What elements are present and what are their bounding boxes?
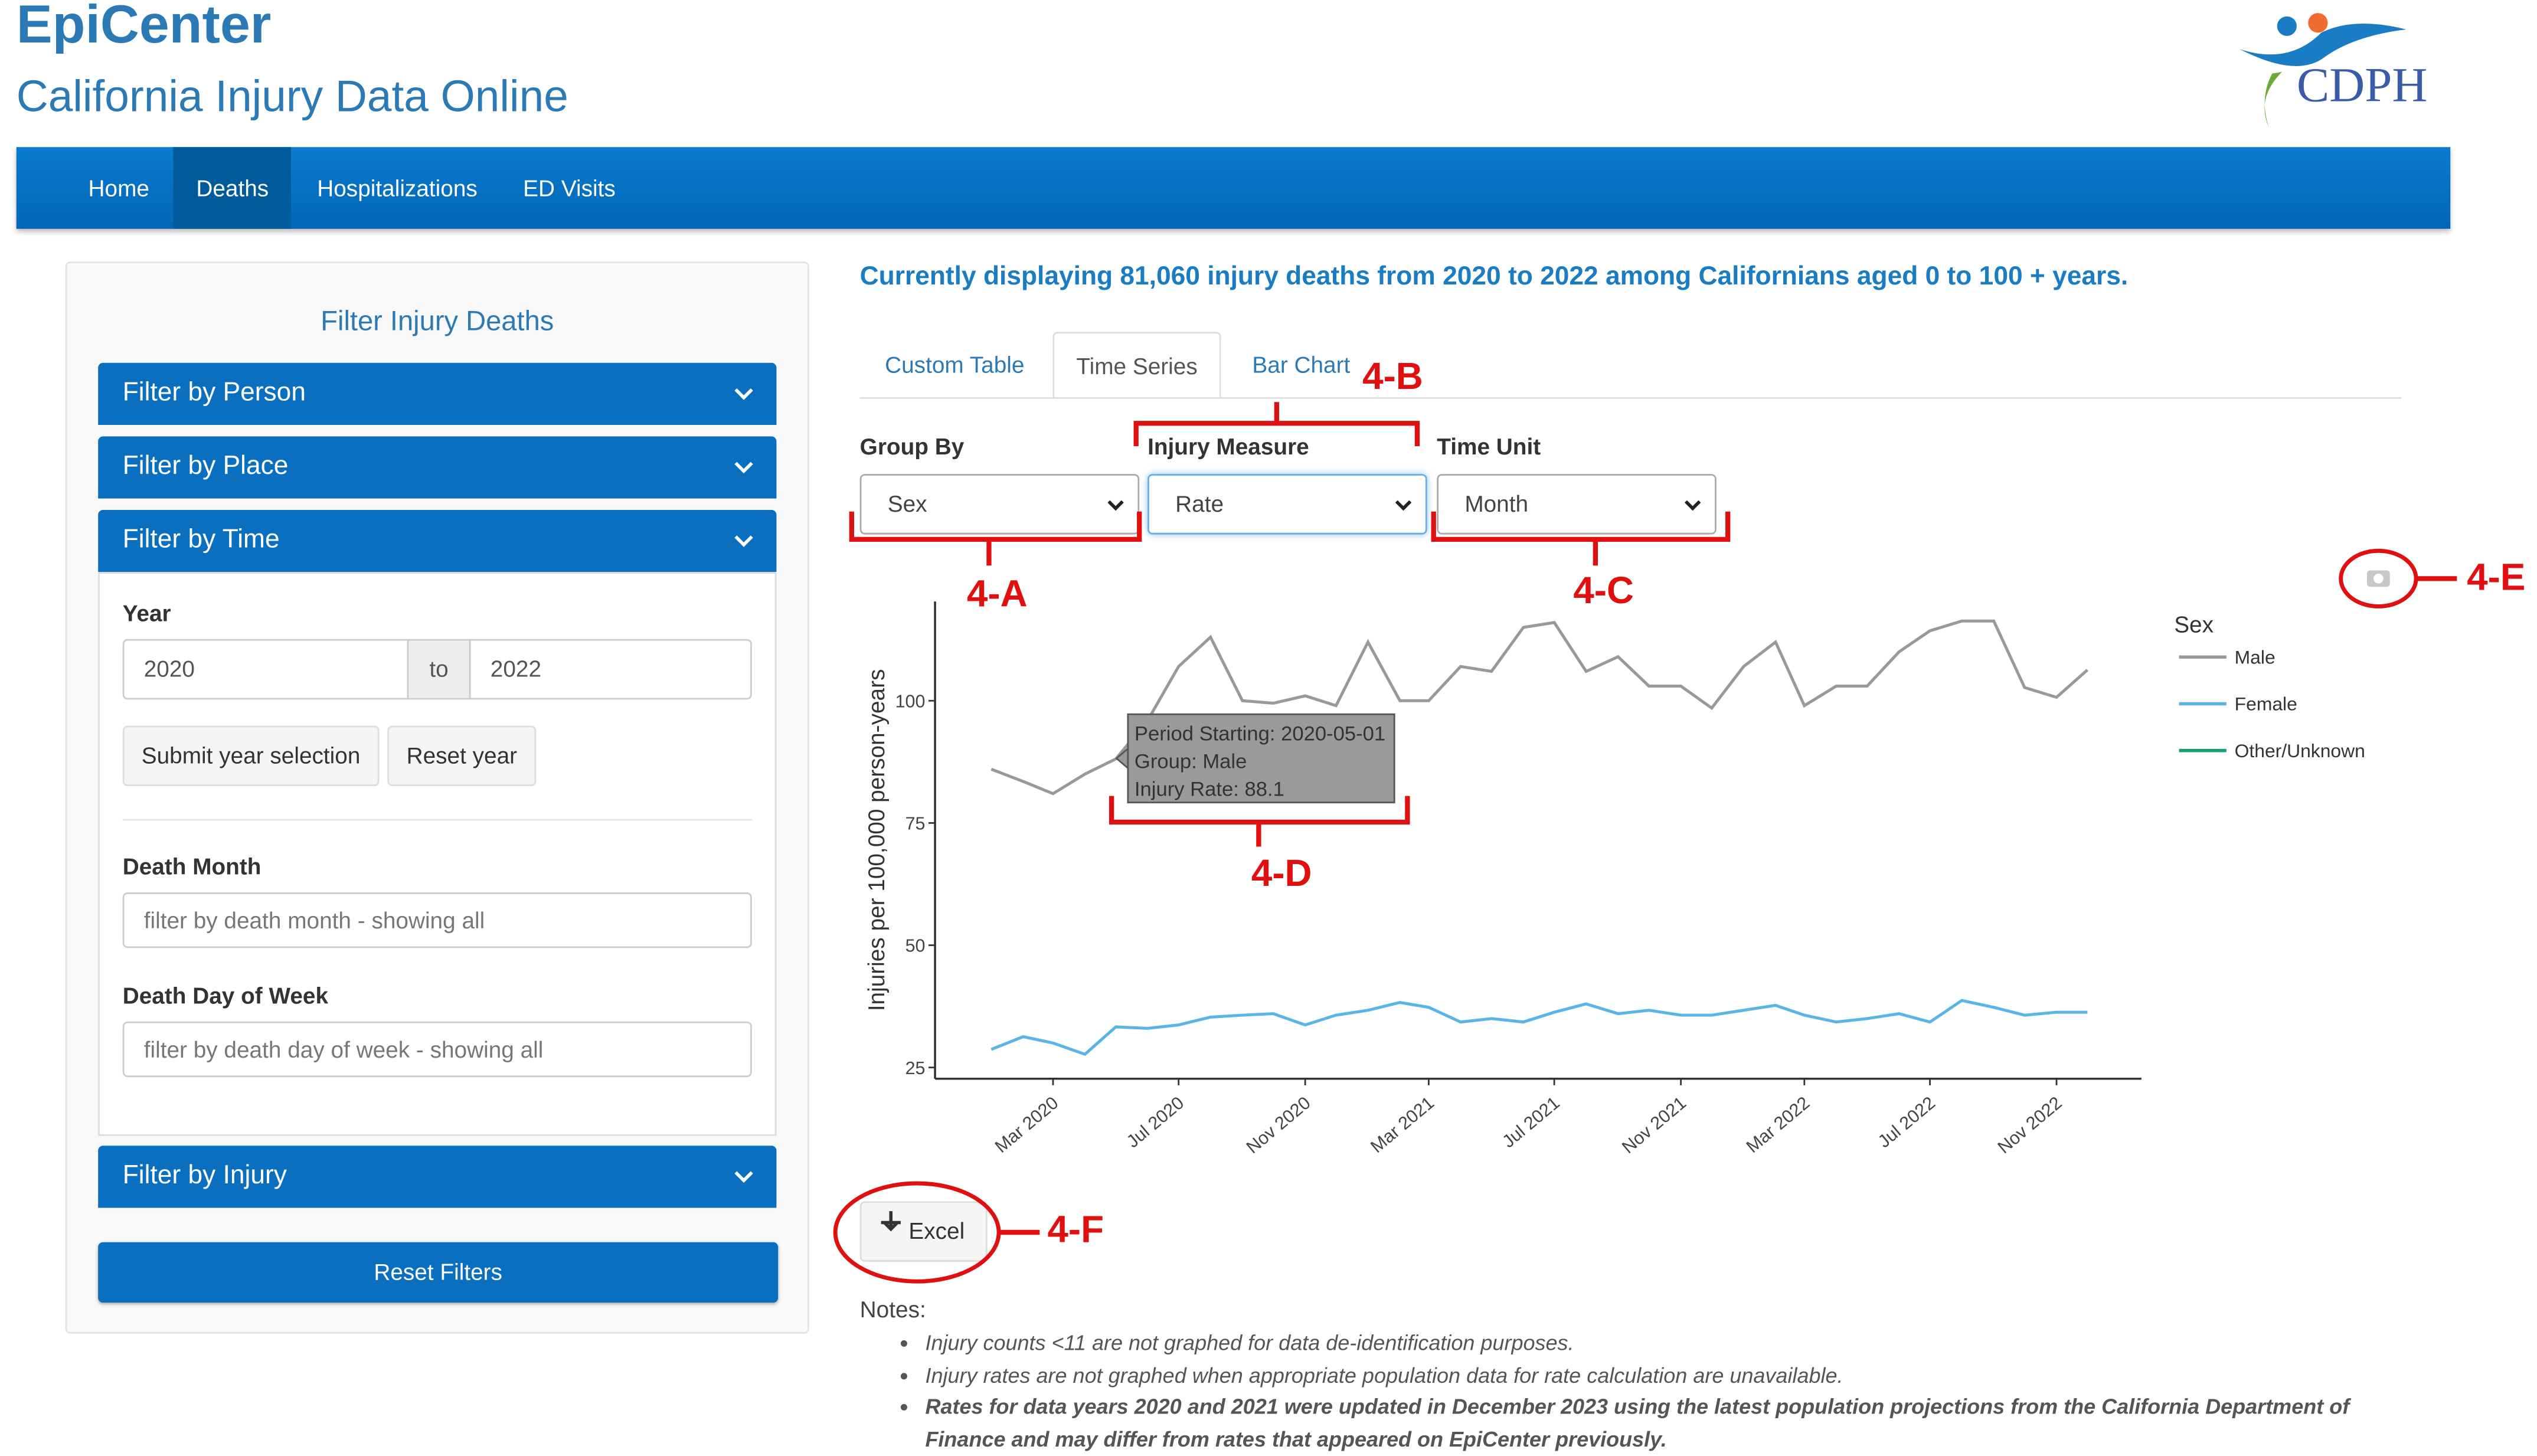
nav-link[interactable]: Home: [88, 175, 150, 201]
logo: CDPH: [2239, 13, 2428, 128]
summary: Currently displaying 81,060 injury death…: [859, 263, 2129, 291]
x-tick-label: Nov 2021: [1618, 1092, 1690, 1157]
x-tick-label: Mar 2022: [1742, 1092, 1813, 1157]
y-tick-label: 50: [905, 936, 926, 956]
filter-panel[interactable]: Filter by Injury: [98, 1146, 777, 1208]
dow-label: Death Day of Week: [122, 982, 329, 1009]
nav-link[interactable]: ED Visits: [523, 175, 616, 201]
logo-dot: [2277, 16, 2297, 36]
divider: [122, 819, 752, 821]
year-sep: to: [407, 639, 471, 700]
nav-link[interactable]: Deaths: [173, 147, 292, 229]
month-label: Death Month: [122, 853, 261, 879]
logo-text: CDPH: [2297, 58, 2428, 112]
callout-label: 4-D: [1251, 852, 1312, 894]
logo-dot: [2308, 13, 2328, 33]
download-icon: [881, 1211, 901, 1232]
app-subtitle: California Injury Data Online: [16, 71, 568, 121]
nav-bar: Home Deaths Hospitalizations ED Visits: [16, 147, 2451, 229]
sidebar-title: Filter Injury Deaths: [321, 305, 554, 337]
tooltip: Period Starting: 2020-05-01 Group: Male …: [1115, 713, 1395, 804]
note: Injury counts <11 are not graphed for da…: [925, 1327, 2363, 1360]
x-tick-label: Jul 2021: [1499, 1092, 1564, 1151]
callout-label: 4-C: [1573, 570, 1634, 611]
year-from[interactable]: 2020: [122, 639, 409, 700]
excel-button[interactable]: Excel: [859, 1201, 988, 1262]
reset-filters-button[interactable]: Reset Filters: [98, 1242, 779, 1303]
legend-label: Male: [2235, 646, 2276, 668]
tab[interactable]: Custom Table: [885, 351, 1025, 378]
x-tick-label: Mar 2021: [1367, 1092, 1438, 1157]
y-tick-label: 75: [905, 814, 926, 834]
year-to[interactable]: 2022: [469, 639, 752, 700]
bracket: [1109, 796, 1410, 847]
measure-select[interactable]: Rate: [1147, 474, 1427, 535]
dow-input[interactable]: filter by death day of week - showing al…: [122, 1021, 752, 1077]
tab[interactable]: Bar Chart: [1252, 351, 1351, 378]
legend-label: Female: [2235, 693, 2297, 715]
app-title: EpiCenter: [16, 0, 272, 54]
control-label: Time Unit: [1437, 433, 1541, 460]
year-label: Year: [122, 600, 171, 626]
series-line: [990, 619, 2088, 796]
callout-label: 4-E: [2467, 557, 2525, 598]
bracket: [1431, 511, 1731, 566]
callout-circle: [2339, 548, 2418, 608]
group-by-select[interactable]: Sex: [859, 474, 1140, 535]
tab[interactable]: Time Series: [1052, 332, 1221, 399]
legend-title: Sex: [2174, 613, 2214, 638]
x-tick-label: Nov 2020: [1243, 1092, 1315, 1157]
control-label: Injury Measure: [1147, 433, 1309, 460]
tooltip-text: Injury Rate: 88.1: [1135, 778, 1284, 801]
submit-year-button[interactable]: Submit year selection: [122, 725, 380, 787]
camera-icon: [2366, 570, 2390, 587]
tab-line: [859, 397, 2402, 399]
note: Injury rates are not graphed when approp…: [925, 1359, 2363, 1392]
legend-label: Other/Unknown: [2235, 740, 2365, 761]
tooltip-text: Period Starting: 2020-05-01: [1135, 723, 1385, 745]
y-tick-label: 100: [895, 691, 926, 711]
tooltip-text: Group: Male: [1135, 751, 1247, 773]
callout-circle: [833, 1181, 1001, 1284]
bracket: [1133, 402, 1420, 447]
logo-swoosh: [2264, 71, 2282, 128]
plot: 25 50 75 100 Mar 2020 Jul 2020 Nov 2020 Mar 202…: [864, 601, 2365, 1157]
note: Rates for data years 2020 and 2021 were …: [925, 1392, 2363, 1456]
control-label: Group By: [859, 433, 965, 460]
x-tick-label: Nov 2022: [1994, 1092, 2066, 1157]
reset-year-button[interactable]: Reset year: [387, 725, 537, 787]
x-tick-label: Jul 2022: [1874, 1092, 1939, 1151]
x-tick-label: Jul 2020: [1123, 1092, 1188, 1151]
callout-label: 4-F: [1047, 1209, 1104, 1251]
callout-marks: [833, 402, 2457, 1284]
filter-panel[interactable]: Filter by Time: [98, 510, 777, 572]
x-tick-label: Mar 2020: [991, 1092, 1062, 1157]
series-line: [990, 999, 2088, 1056]
logo-swoosh: [2239, 24, 2407, 67]
notes-title: Notes:: [859, 1296, 926, 1323]
callout-label: 4-B: [1362, 355, 1423, 397]
filter-panel[interactable]: Filter by Person: [98, 362, 777, 426]
bracket: [849, 511, 1142, 566]
notes-list: Injury counts <11 are not graphed for da…: [896, 1327, 2364, 1456]
y-tick-label: 25: [905, 1058, 926, 1078]
tooltip-box: [1127, 713, 1395, 804]
callout-label: 4-A: [967, 572, 1028, 614]
camera-lens: [2373, 574, 2384, 584]
nav-link[interactable]: Hospitalizations: [317, 175, 478, 201]
month-input[interactable]: filter by death month - showing all: [122, 892, 752, 948]
time-unit-select[interactable]: Month: [1437, 474, 1717, 535]
y-axis-title: Injuries per 100,000 person-years: [864, 669, 890, 1012]
filter-panel[interactable]: Filter by Place: [98, 436, 777, 499]
